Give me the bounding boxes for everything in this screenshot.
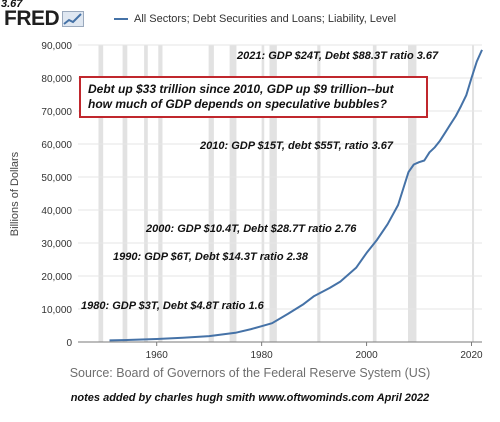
annotation-1980: 1980: GDP $3T, Debt $4.8T ratio 1.6 <box>81 300 264 312</box>
corner-ratio-label: 3.67 <box>1 0 23 10</box>
fred-chart-icon <box>62 11 85 27</box>
recession-band <box>122 45 128 342</box>
y-tick-label: 30,000 <box>41 239 72 250</box>
y-axis-label: Billions of Dollars <box>9 151 21 236</box>
x-tick-label: 1960 <box>146 350 169 361</box>
recession-band <box>269 45 277 342</box>
callout-box: Debt up $33 trillion since 2010, GDP up … <box>79 76 428 118</box>
annotation-2000: 2000: GDP $10.4T, Debt $28.7T ratio 2.76 <box>146 223 357 235</box>
fred-logo: FRED <box>4 7 60 30</box>
x-tick-label: 2020 <box>460 350 483 361</box>
y-tick-label: 80,000 <box>41 74 72 85</box>
y-tick-label: 10,000 <box>41 305 72 316</box>
recession-band <box>144 45 148 342</box>
annotation-2010: 2010: GDP $15T, debt $55T, ratio 3.67 <box>200 140 393 152</box>
recession-band <box>158 45 163 342</box>
recession-band <box>372 45 377 342</box>
y-tick-label: 0 <box>66 338 72 349</box>
notes-credit: notes added by charles hugh smith www.of… <box>70 392 430 404</box>
recession-shading <box>98 45 475 342</box>
y-tick-label: 20,000 <box>41 272 72 283</box>
recession-band <box>472 45 475 342</box>
recession-band <box>261 45 265 342</box>
y-tick-label: 90,000 <box>41 41 72 52</box>
recession-band <box>98 45 104 342</box>
y-tick-label: 40,000 <box>41 206 72 217</box>
y-tick-label: 50,000 <box>41 173 72 184</box>
annotation-1990: 1990: GDP $6T, Debt $14.3T ratio 2.38 <box>113 251 309 263</box>
fred-logo-row: FRED <box>4 7 85 30</box>
x-tick-label: 2000 <box>355 350 378 361</box>
legend-label: All Sectors; Debt Securities and Loans; … <box>134 13 397 25</box>
recession-band <box>317 45 321 342</box>
annotation-2021: 2021: GDP $24T, Debt $88.3T ratio 3.67 <box>237 50 439 62</box>
x-tick-label: 1980 <box>251 350 274 361</box>
source-text: Source: Board of Governors of the Federa… <box>69 366 431 380</box>
series-layer <box>109 49 483 342</box>
recession-band <box>208 45 214 342</box>
recession-band <box>408 45 417 342</box>
series-line-debt <box>109 49 483 342</box>
y-tick-label: 60,000 <box>41 140 72 151</box>
axes: 0 10,000 20,000 30,000 40,000 50,000 60,000 70,… <box>41 41 483 361</box>
recession-band <box>229 45 237 342</box>
y-tick-label: 70,000 <box>41 107 72 118</box>
legend-swatch <box>114 18 128 20</box>
legend: All Sectors; Debt Securities and Loans; … <box>114 10 396 28</box>
